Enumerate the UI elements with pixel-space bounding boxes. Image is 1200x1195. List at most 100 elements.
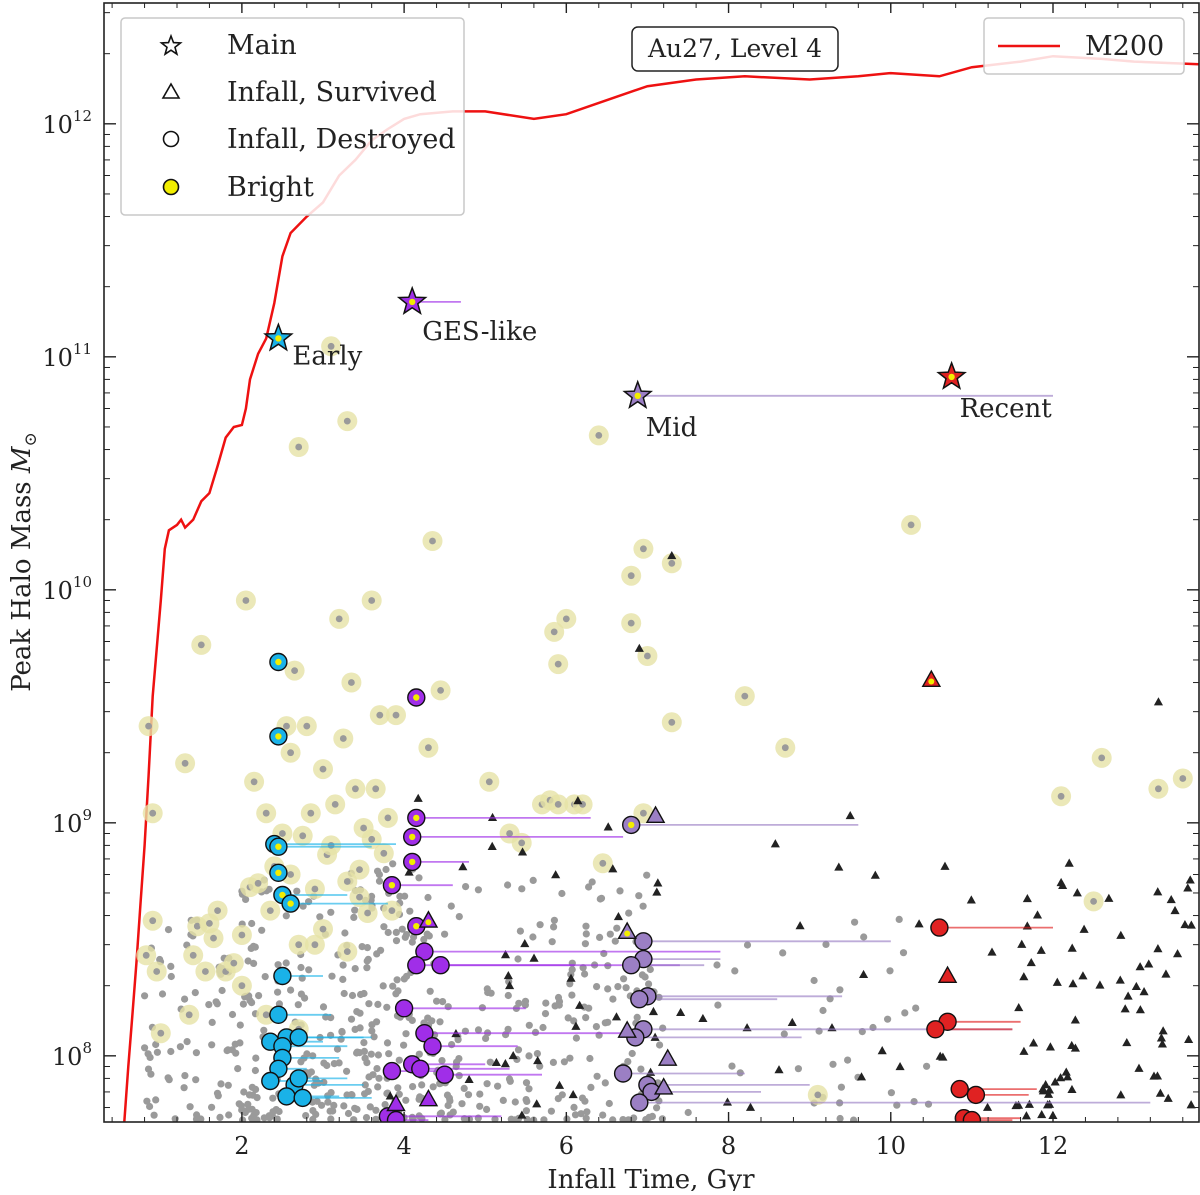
background-dot	[395, 1056, 403, 1064]
background-dot	[393, 976, 401, 984]
legend-triangle-icon	[161, 82, 181, 99]
background-dot	[491, 1115, 499, 1122]
background-dot	[558, 889, 566, 898]
background-dot	[351, 965, 359, 973]
bright-core-point	[364, 909, 371, 917]
survived-small-triangle	[1070, 1015, 1080, 1024]
background-dot	[439, 998, 447, 1006]
background-dot	[197, 1115, 205, 1122]
background-dot	[625, 909, 633, 917]
background-dot	[402, 1030, 410, 1038]
background-dot	[656, 1041, 664, 1049]
background-dot	[540, 1116, 548, 1122]
background-dot	[258, 926, 266, 934]
background-dot	[249, 942, 258, 950]
background-dot	[367, 1050, 375, 1058]
background-dot	[297, 963, 305, 972]
survived-small-triangle	[1061, 1067, 1071, 1076]
background-dot	[152, 1040, 160, 1049]
background-dot	[483, 1080, 491, 1088]
background-dot	[794, 1065, 803, 1073]
y-axis-label-sub: ⊙	[21, 432, 41, 446]
background-dot	[225, 1111, 233, 1119]
x-tick-label: 10	[876, 1132, 907, 1160]
bright-core-point	[352, 785, 359, 793]
mid-survived-point	[617, 1020, 637, 1038]
background-dot	[244, 957, 252, 965]
bright-core-point	[311, 885, 319, 893]
background-dot	[622, 984, 630, 992]
bright-core-point	[242, 597, 250, 604]
background-dot	[350, 913, 358, 922]
background-dot	[167, 962, 175, 971]
background-dot	[441, 1115, 449, 1122]
background-dot	[294, 1001, 302, 1009]
background-dot	[424, 893, 432, 902]
survived-small-triangle	[1043, 1100, 1053, 1109]
background-dot	[577, 1110, 585, 1118]
background-dot	[494, 1082, 502, 1090]
progenitor-groups-layer	[261, 652, 986, 1122]
background-dot	[382, 865, 390, 874]
survived-small-triangle	[653, 878, 663, 887]
background-dot	[365, 1000, 373, 1008]
background-dot	[539, 1023, 547, 1032]
background-dot	[713, 961, 721, 969]
survived-small-triangle	[551, 870, 561, 879]
background-dot	[216, 1113, 224, 1121]
recent-bright-core	[928, 678, 935, 685]
background-dot	[265, 885, 273, 893]
background-dot	[522, 1107, 531, 1115]
survived-small-triangle	[1153, 944, 1163, 953]
survived-small-triangle	[1036, 945, 1046, 954]
bright-core-point	[595, 432, 603, 439]
y-axis-label: Peak Halo Mass M⊙	[7, 432, 41, 692]
background-dot	[596, 933, 604, 942]
background-dot	[248, 919, 256, 928]
background-dot	[248, 1105, 256, 1113]
x-tick-label: 12	[1038, 1132, 1069, 1160]
background-dot	[212, 998, 220, 1006]
bright-core-point	[149, 917, 157, 925]
background-dot	[330, 1060, 338, 1068]
early-destroyed-point	[269, 1005, 288, 1024]
survived-small-triangle	[1185, 875, 1195, 884]
bright-core-point	[311, 941, 319, 949]
background-dot	[141, 992, 149, 1000]
background-dot	[406, 907, 414, 915]
background-dot	[379, 982, 387, 990]
bright-core-point	[554, 801, 562, 808]
background-dot	[533, 1050, 542, 1058]
background-dot	[504, 881, 512, 889]
bright-core-point	[153, 968, 161, 975]
background-dot	[516, 927, 525, 935]
bright-core-point	[814, 1091, 822, 1099]
background-dot	[356, 1009, 364, 1017]
bright-core-point	[640, 545, 647, 553]
survived-small-triangle	[966, 895, 976, 904]
survived-small-triangle	[1013, 1100, 1024, 1109]
bright-core-point	[142, 951, 150, 959]
background-dot	[260, 1026, 268, 1034]
background-dot	[273, 1115, 281, 1122]
background-dot	[353, 1049, 361, 1057]
survived-small-triangle	[698, 1013, 708, 1023]
bright-core-point	[157, 1029, 165, 1037]
mid-survived-point	[653, 1077, 674, 1095]
background-dot	[330, 1101, 338, 1109]
background-dot	[293, 887, 301, 895]
bright-core-point	[339, 735, 347, 742]
survived-small-triangle	[508, 1051, 518, 1060]
bright-core-point	[319, 925, 327, 933]
background-dot	[418, 1081, 426, 1089]
background-dot	[604, 1018, 612, 1026]
background-dot	[401, 933, 409, 941]
x-tick-label: 8	[721, 1132, 736, 1160]
x-axis-label: Infall Time, Gyr	[547, 1165, 755, 1191]
background-dot	[282, 959, 290, 967]
background-dot	[218, 986, 226, 995]
survived-small-triangle	[1122, 1037, 1132, 1047]
background-dot	[408, 1016, 416, 1024]
survived-small-triangle	[1149, 1071, 1159, 1080]
background-dot	[486, 1058, 494, 1066]
